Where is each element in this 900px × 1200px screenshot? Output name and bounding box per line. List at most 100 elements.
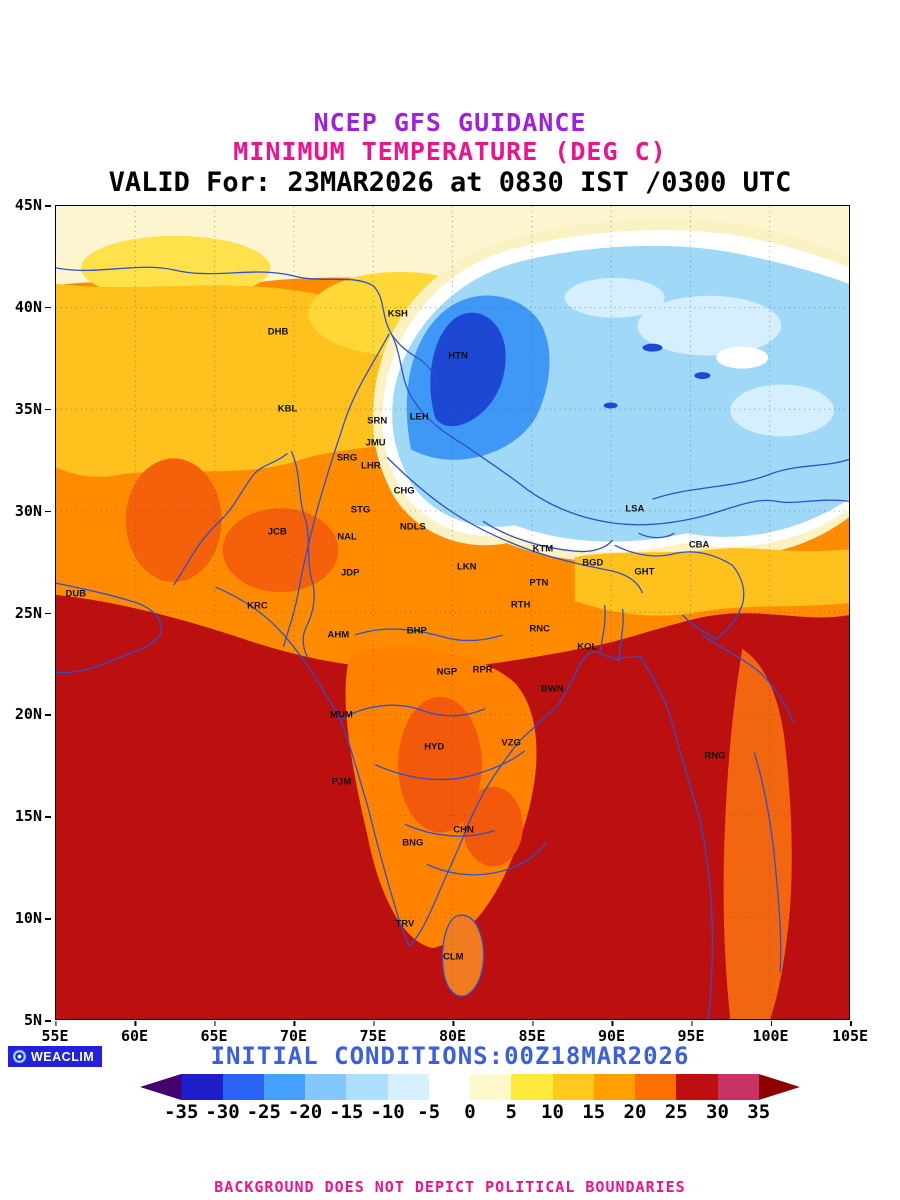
city-label-htn: HTN	[448, 350, 468, 362]
weaclim-logo-icon	[13, 1050, 26, 1063]
lat-tick-40n: 40N	[14, 297, 52, 316]
weaclim-label: WEACLIM	[31, 1049, 95, 1064]
city-label-rng: RNG	[704, 750, 726, 762]
city-label-dub: DUB	[65, 588, 87, 600]
field-title: MINIMUM TEMPERATURE (DEG C)	[233, 137, 667, 166]
city-label-leh: LEH	[409, 411, 429, 423]
lat-tick-20n: 20N	[14, 705, 52, 724]
city-label-lsa: LSA	[625, 503, 645, 515]
colorbar-cell	[593, 1074, 635, 1100]
city-label-cba: CBA	[688, 539, 710, 551]
colorbar-cell	[470, 1074, 512, 1100]
city-label-bhp: BHP	[406, 625, 427, 637]
lon-tick-80e: 80E	[438, 1021, 467, 1045]
lat-tick-30n: 30N	[14, 501, 52, 520]
city-label-trv: TRV	[395, 918, 415, 930]
city-label-kol: KOL	[577, 641, 598, 653]
city-labels-layer: DHB KSH HTN KBL SRN LEH JMU SRG LHR CHG STG JCB NDLS…	[56, 206, 849, 1019]
lon-tick-55e: 55E	[41, 1021, 69, 1045]
colorbar-cell	[222, 1074, 264, 1100]
colorbar-cell	[717, 1074, 759, 1100]
initial-conditions-text: INITIAL CONDITIONS:00Z18MAR2026	[210, 1042, 690, 1070]
boundary-lines-layer	[56, 266, 849, 1019]
city-label-jcb: JCB	[267, 526, 287, 538]
lat-tick-10n: 10N	[14, 909, 52, 928]
colorbar-label: 20	[623, 1101, 647, 1123]
lat-tick-15n: 15N	[14, 807, 52, 826]
colorbar-label: -20	[287, 1101, 323, 1123]
city-label-nal: NAL	[337, 531, 357, 543]
colorbar-cell	[181, 1074, 223, 1100]
city-label-lkn: LKN	[457, 561, 477, 573]
lon-tick-60e: 60E	[120, 1021, 149, 1045]
city-label-bgd: BGD	[582, 557, 604, 569]
colorbar-label: -5	[417, 1101, 441, 1123]
colorbar-cell	[511, 1074, 553, 1100]
colorbar-label: 35	[747, 1101, 771, 1123]
header: NCEP GFS GUIDANCE MINIMUM TEMPERATURE (D…	[0, 108, 900, 198]
city-label-ktm: KTM	[532, 543, 554, 555]
city-label-mum: MUM	[330, 709, 353, 721]
city-label-jmu: JMU	[365, 437, 386, 449]
city-label-ksh: KSH	[387, 308, 408, 320]
colorbar-labels: -35 -30 -25 -20 -15 -10 -5 0 5 10 15 20 25 30 35	[140, 1101, 800, 1125]
colorbar-arrow-left-icon	[140, 1074, 182, 1100]
city-label-ahm: AHM	[327, 629, 350, 641]
colorbar-cell	[305, 1074, 347, 1100]
gridlines-layer	[56, 206, 849, 1019]
city-label-bng: BNG	[402, 837, 424, 849]
city-label-rpr: RPR	[472, 664, 493, 676]
lon-tick-100e: 100E	[752, 1021, 789, 1045]
colorbar-cell	[428, 1074, 470, 1100]
colorbar-cell	[676, 1074, 718, 1100]
colorbar-label: -35	[164, 1101, 199, 1123]
colorbar	[140, 1074, 800, 1100]
colorbar-label: 10	[541, 1101, 564, 1123]
colorbar-label: -10	[370, 1101, 405, 1123]
valid-time-title: VALID For: 23MAR2026 at 0830 IST /0300 U…	[108, 167, 792, 198]
colorbar-cell	[552, 1074, 594, 1100]
colorbar-label: 25	[664, 1101, 688, 1123]
lon-tick-65e: 65E	[200, 1021, 228, 1045]
colorbar-label: 0	[464, 1101, 476, 1123]
lat-tick-5n: 5N	[23, 1011, 52, 1029]
disclaimer-text: BACKGROUND DOES NOT DEPICT POLITICAL BOU…	[214, 1178, 686, 1196]
lat-tick-25n: 25N	[14, 603, 52, 622]
lat-tick-35n: 35N	[14, 399, 52, 418]
city-label-krc: KRC	[247, 600, 268, 612]
lon-axis: 55E 60E 65E 70E 75E 80E 85E 90E 95E 100E 105E	[41, 1021, 868, 1046]
lon-tick-90e: 90E	[597, 1021, 626, 1045]
colorbar-cell	[387, 1074, 429, 1100]
lon-tick-70e: 70E	[279, 1021, 308, 1045]
temperature-map-svg	[56, 206, 849, 1019]
colorbar-label: 15	[582, 1101, 606, 1123]
colorbar-cell	[635, 1074, 677, 1100]
city-label-vzg: VZG	[501, 737, 521, 749]
model-title: NCEP GFS GUIDANCE	[313, 108, 587, 137]
weaclim-badge: WEACLIM	[8, 1046, 103, 1067]
colorbar-arrow-right-icon	[758, 1074, 800, 1100]
city-label-ght: GHT	[634, 566, 655, 578]
city-label-jdp: JDP	[340, 567, 360, 579]
city-label-srn: SRN	[367, 415, 388, 427]
map-area: DHB KSH HTN KBL SRN LEH JMU SRG LHR CHG STG JCB NDLS…	[55, 205, 850, 1020]
lon-tick-85e: 85E	[518, 1021, 546, 1045]
colorbar-label: 5	[505, 1101, 517, 1123]
colorbar-label: -25	[246, 1101, 281, 1123]
city-label-pjm: PJM	[331, 776, 352, 788]
colorbar-label: 30	[706, 1101, 729, 1123]
lon-tick-95e: 95E	[677, 1021, 705, 1045]
city-label-ndls: NDLS	[399, 521, 426, 533]
map-plot: 45N 40N 35N 30N 25N 20N 15N 10N 5N	[0, 196, 900, 1065]
city-label-bwn: BWN	[541, 683, 564, 695]
city-label-chn: CHN	[453, 824, 474, 836]
colorbar-label: -30	[205, 1101, 240, 1123]
city-label-hyd: HYD	[424, 741, 445, 753]
lon-tick-105e: 105E	[831, 1021, 869, 1045]
city-label-rth: RTH	[510, 599, 531, 611]
colorbar-label: -15	[329, 1101, 364, 1123]
lon-tick-75e: 75E	[359, 1021, 387, 1045]
city-label-rnc: RNC	[529, 623, 551, 635]
city-label-srg: SRG	[336, 452, 358, 464]
city-label-clm: CLM	[442, 951, 464, 963]
